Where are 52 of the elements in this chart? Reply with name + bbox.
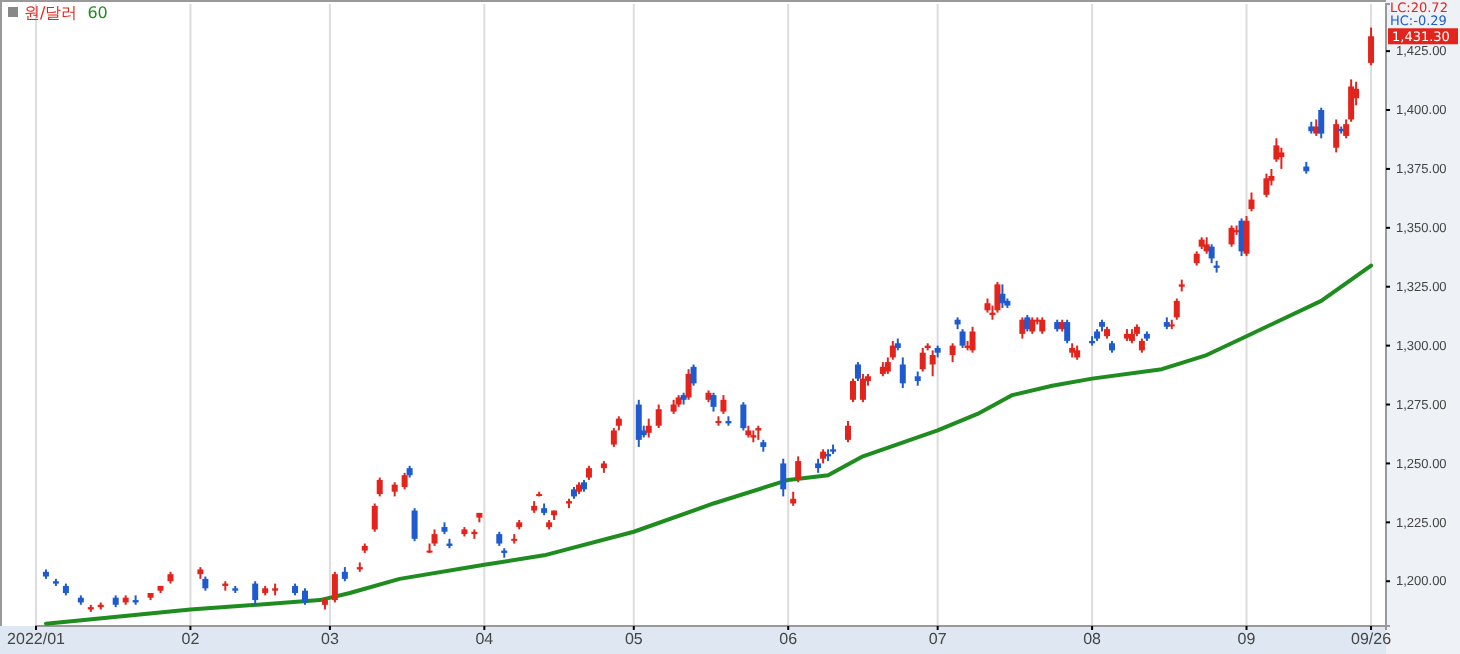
candlestick <box>252 580 259 606</box>
candlestick <box>969 325 976 354</box>
candlestick <box>690 363 697 387</box>
candlestick <box>1064 318 1071 345</box>
candlestick <box>959 328 966 349</box>
candlestick <box>849 377 856 404</box>
candlestick <box>919 346 926 373</box>
x-tick-label: 02 <box>181 630 201 648</box>
candlestick <box>1333 118 1340 154</box>
candlestick <box>899 356 906 390</box>
x-tick-label: 07 <box>928 630 948 648</box>
candlestick <box>1263 172 1270 199</box>
candlestick <box>1228 224 1235 248</box>
candlestick <box>1278 146 1285 170</box>
candlestick <box>635 398 642 448</box>
candlestick <box>795 455 802 484</box>
text: 원/달러 <box>24 3 78 22</box>
candlestick <box>655 403 662 430</box>
candlestick <box>376 476 383 498</box>
candlestick <box>844 420 851 444</box>
x-tick-label: 2022/01 <box>7 630 67 648</box>
candlestick <box>780 457 787 498</box>
candlestick <box>929 349 936 378</box>
x-tick-label: 05 <box>624 630 644 648</box>
candlestick <box>371 502 378 533</box>
candlestick <box>1248 191 1255 213</box>
candlestick <box>1208 243 1215 265</box>
candlestick <box>740 401 747 432</box>
candlestick <box>685 368 692 401</box>
x-tick-label: 09 <box>1237 630 1257 648</box>
candlestick <box>1273 137 1280 163</box>
text: 60 <box>87 3 108 22</box>
candlestick <box>1243 215 1250 258</box>
candlestick <box>999 283 1006 309</box>
x-tick-label: 04 <box>475 630 495 648</box>
candlestick <box>1173 297 1180 321</box>
candlestick <box>710 391 717 413</box>
candlestick <box>859 372 866 404</box>
candlestick <box>720 394 727 415</box>
candlestick <box>994 281 1001 314</box>
candlestick <box>854 361 861 382</box>
candlestick <box>1318 106 1325 140</box>
candlestick <box>411 507 418 543</box>
candlestick <box>1368 26 1375 67</box>
x-tick-label: 03 <box>321 630 340 648</box>
candlestick <box>645 417 652 439</box>
x-tick-label: 06 <box>779 630 799 648</box>
x-tick-label: 08 <box>1083 630 1103 648</box>
candlestick <box>331 570 338 604</box>
candlestick <box>949 342 956 364</box>
x-tick-label: 09/26 <box>1351 630 1393 648</box>
line-series <box>43 263 1374 626</box>
